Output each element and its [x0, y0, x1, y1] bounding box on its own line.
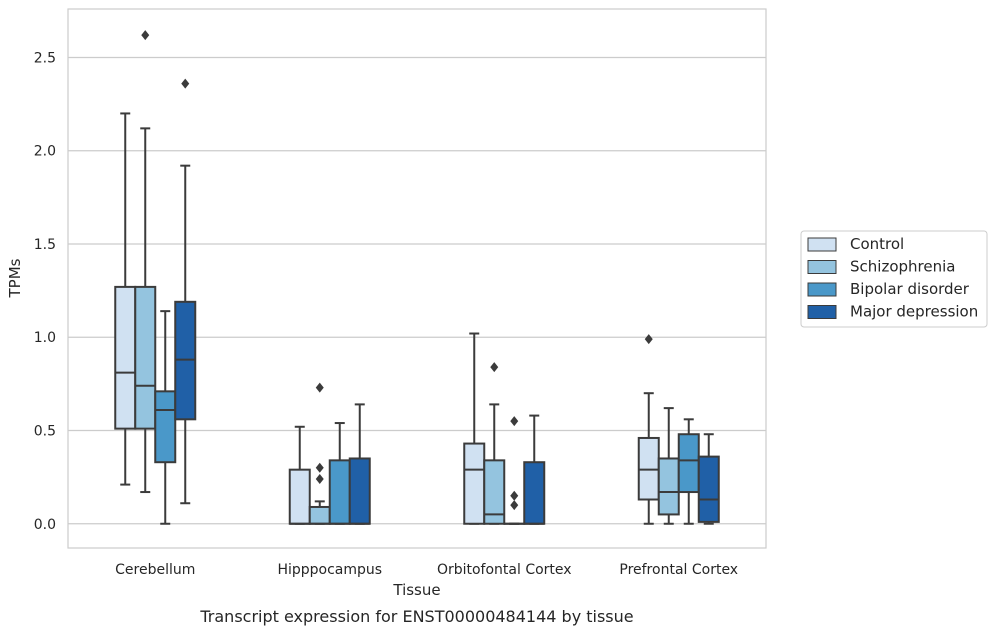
x-tick-label: Prefrontal Cortex — [619, 562, 738, 578]
y-tick-label: 1.5 — [34, 237, 56, 253]
box-iqr — [677, 433, 700, 494]
plot-area-frame — [67, 8, 767, 549]
box-1-2 — [483, 362, 506, 525]
box-2-1 — [328, 422, 351, 525]
legend: Control Schizophrenia Bipolar disorder Majo… — [800, 230, 988, 328]
y-axis-title: TPMs — [6, 258, 24, 298]
box-1-3 — [657, 407, 680, 525]
outlier-point — [315, 382, 324, 393]
outlier-point — [181, 78, 190, 89]
y-tick-label: 2.0 — [34, 144, 56, 160]
outlier-point — [644, 334, 653, 345]
outlier-point — [315, 462, 324, 473]
box-0-0 — [114, 112, 137, 486]
box-1-0 — [134, 30, 157, 494]
chart-caption: Transcript expression for ENST0000048414… — [199, 607, 633, 626]
box-iqr — [483, 459, 506, 525]
outlier-point — [490, 362, 499, 373]
box-2-0 — [154, 310, 177, 525]
legend-label: Control — [850, 235, 904, 253]
box-0-1 — [288, 425, 311, 525]
box-3-2 — [523, 414, 546, 525]
x-axis-title: Tissue — [392, 581, 440, 599]
y-tick-labels: 0.0 0.5 1.0 1.5 2.0 2.5 — [34, 50, 56, 532]
box-2-3 — [677, 418, 700, 525]
legend-frame — [800, 230, 988, 328]
legend-swatch — [807, 282, 837, 297]
box-iqr — [154, 390, 177, 464]
box-0-2 — [463, 332, 486, 525]
y-tick-label: 2.5 — [34, 50, 56, 66]
box-3-1 — [348, 403, 371, 525]
y-tick-label: 0.0 — [34, 517, 56, 533]
x-tick-label: Hipppocampus — [277, 562, 382, 578]
box-iqr — [348, 457, 371, 525]
x-tick-label: Cerebellum — [115, 562, 195, 578]
x-tick-label: Orbitofontal Cortex — [437, 562, 572, 578]
legend-label: Major depression — [850, 303, 978, 321]
box-0-3 — [637, 334, 660, 525]
outlier-point — [510, 416, 519, 427]
outlier-point — [315, 473, 324, 484]
box-iqr — [134, 285, 157, 430]
legend-swatch — [807, 260, 837, 274]
box-iqr — [308, 505, 331, 525]
box-iqr — [523, 461, 546, 525]
y-tick-label: 1.0 — [34, 330, 56, 346]
box-3-0 — [174, 78, 197, 505]
box-2-2 — [503, 416, 526, 525]
legend-label: Schizophrenia — [850, 258, 955, 276]
legend-swatch — [807, 305, 837, 319]
box-1-1 — [308, 382, 331, 525]
outlier-point — [510, 490, 519, 501]
outlier-point — [510, 500, 519, 511]
box-iqr — [463, 442, 486, 525]
box-iqr — [114, 285, 137, 430]
box-3-3 — [697, 433, 720, 525]
boxes — [114, 30, 720, 525]
outlier-point — [141, 30, 150, 41]
legend-label: Bipolar disorder — [850, 280, 970, 298]
x-tick-labels: Cerebellum Hipppocampus Orbitofontal Corte… — [115, 562, 738, 578]
box-iqr — [328, 459, 351, 525]
box-iqr — [657, 457, 680, 516]
box-iqr — [697, 455, 720, 523]
box-iqr — [288, 468, 311, 525]
y-tick-label: 0.5 — [34, 424, 56, 440]
legend-swatch — [807, 237, 837, 252]
